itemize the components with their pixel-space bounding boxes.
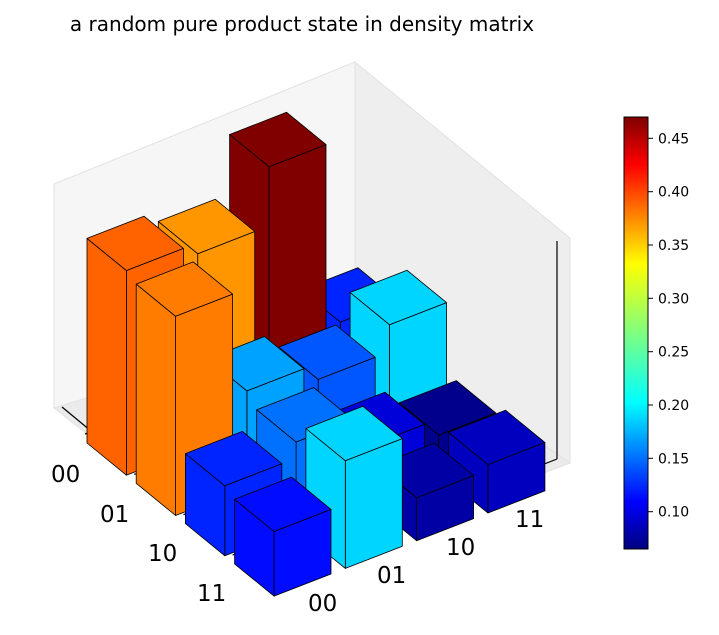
bar-front-face: [135, 283, 177, 516]
bars-group: [86, 111, 546, 597]
row-tick-label: 01: [100, 502, 129, 528]
col-tick-label: 11: [515, 507, 544, 533]
col-tick-label: 10: [446, 535, 475, 561]
colorbar-ticks: 0.10 0.15 0.20 0.25 0.30 0.35 0.40 0.45: [648, 131, 689, 521]
colorbar-tick-label: 0.20: [658, 398, 689, 414]
col-tick-label: 00: [308, 591, 337, 617]
colorbar-gradient: [623, 116, 649, 550]
bar-top-face: [157, 198, 256, 255]
row-tick-label: 11: [197, 581, 226, 607]
bar-11-00: [234, 476, 332, 597]
colorbar-tick-label: 0.15: [658, 451, 689, 467]
colorbar-tick-label: 0.10: [658, 505, 689, 521]
bar-11-01: [305, 405, 403, 569]
bar-top-face: [349, 269, 447, 326]
colorbar-tick-label: 0.45: [658, 131, 689, 147]
row-tick-label: 10: [148, 541, 177, 567]
bar-top-face: [229, 111, 327, 168]
colorbar-tick-label: 0.30: [658, 291, 689, 307]
bar-top-face: [135, 261, 234, 317]
row-tick-label: 00: [51, 462, 80, 488]
bar-top-face: [86, 215, 184, 272]
colorbar-tick-label: 0.40: [658, 185, 689, 201]
bar-top-face: [184, 430, 283, 487]
bar-top-face: [398, 380, 497, 436]
bar-top-face: [305, 405, 403, 462]
chart-title: a random pure product state in density m…: [69, 12, 535, 36]
bar-left-face: [344, 438, 403, 569]
bar-11-11: [448, 409, 546, 514]
colorbar-tick-label: 0.25: [658, 345, 689, 361]
bar-top-face: [234, 476, 332, 532]
colorbar-tick-label: 0.35: [658, 238, 689, 254]
bar-front-face: [86, 237, 127, 476]
colorbar: 0.10 0.15 0.20 0.25 0.30 0.35 0.40 0.45: [623, 116, 689, 550]
col-tick-label: 01: [377, 563, 406, 589]
bar-top-face: [278, 324, 376, 380]
bar-top-face: [448, 409, 546, 466]
